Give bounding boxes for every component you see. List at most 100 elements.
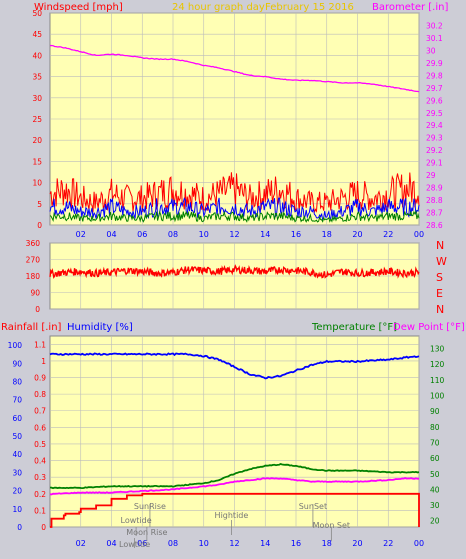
rainfall-label: Rainfall [.in] xyxy=(1,322,62,333)
series-dew-point-f xyxy=(49,477,419,496)
rainfall-tick-label: 1 xyxy=(41,357,46,366)
barometer-tick-label: 30.1 xyxy=(426,34,443,43)
wind-direction-tick-label: 0 xyxy=(35,305,40,314)
humidity-tick-label: 20 xyxy=(12,487,22,496)
barometer-tick-label: 29.9 xyxy=(426,59,443,68)
barometer-tick-label: 29.6 xyxy=(426,96,443,105)
graph-date: February 15 2016 xyxy=(265,2,354,13)
barometer-tick-label: 29.5 xyxy=(426,109,443,118)
wind-direction-tick-label: 180 xyxy=(26,272,41,281)
windspeed-tick-label: 35 xyxy=(32,73,42,82)
barometer-tick-label: 29 xyxy=(426,171,436,180)
temperature-tick-label: 100 xyxy=(430,391,445,400)
rainfall-tick-label: 0.6 xyxy=(34,423,46,432)
windspeed-tick-label: 25 xyxy=(32,115,42,124)
windspeed-tick-label: 50 xyxy=(32,9,42,18)
barometer-label: Barometer [.in] xyxy=(372,2,448,13)
rainfall-tick-label: 1.1 xyxy=(34,340,46,349)
humidity-tick-label: 90 xyxy=(12,359,22,368)
barometer-tick-label: 29.7 xyxy=(426,84,443,93)
sunrise-label: SunRise xyxy=(134,502,166,511)
temperature-tick-label: 40 xyxy=(430,485,440,494)
hour-tick-label: 12 xyxy=(229,539,239,548)
humidity-tick-label: 10 xyxy=(12,505,22,514)
hour-tick-label: 12 xyxy=(229,230,239,239)
temperature-tick-label: 120 xyxy=(430,360,445,369)
humidity-tick-label: 60 xyxy=(12,414,22,423)
hightide-label: Hightide xyxy=(215,511,249,520)
lowtide-2-label: Lowtide xyxy=(119,540,150,549)
temperature-label: Temperature [°F] xyxy=(311,322,397,333)
windspeed-tick-label: 10 xyxy=(32,179,42,188)
hour-tick-label: 04 xyxy=(106,539,116,548)
temperature-tick-label: 80 xyxy=(430,423,440,432)
hour-tick-label: 22 xyxy=(383,539,393,548)
windspeed-tick-label: 5 xyxy=(37,200,42,209)
hour-tick-label: 02 xyxy=(76,230,86,239)
barometer-tick-label: 28.9 xyxy=(426,184,443,193)
windspeed-tick-label: 20 xyxy=(32,136,42,145)
hour-tick-label: 22 xyxy=(383,230,393,239)
rain-humidity-temperature-grid xyxy=(50,336,420,528)
rain-humidity-temperature-ticks: 0 0.1 0.2 0.3 0.4 0.5 0.6 0.7 0.8 0.9 1 1.1 0 10 20 30 4… xyxy=(8,340,445,548)
hour-tick-label: 20 xyxy=(352,230,362,239)
windspeed-tick-label: 0 xyxy=(37,221,42,230)
hour-tick-label: 10 xyxy=(199,230,209,239)
barometer-tick-label: 28.8 xyxy=(426,196,443,205)
hour-tick-label: 04 xyxy=(106,230,116,239)
hour-tick-label: 02 xyxy=(76,539,86,548)
hour-tick-label: 06 xyxy=(137,539,147,548)
wind-barometer-ticks: 0 5 10 15 20 25 30 35 40 45 50 28.6 28.7 28.8 28.9 29 29… xyxy=(32,9,442,239)
dewpoint-label: Dew Point [°F] xyxy=(393,322,465,333)
series-barometer xyxy=(49,44,420,93)
rainfall-tick-label: 0.1 xyxy=(34,506,46,515)
wind-barometer-series xyxy=(49,44,420,223)
rainfall-tick-label: 0.2 xyxy=(34,490,46,499)
rainfall-tick-label: 0.5 xyxy=(34,440,46,449)
wind-dir-label-e: E xyxy=(436,287,443,300)
wind-dir-label-n-top: N xyxy=(436,239,444,252)
sunset-label: SunSet xyxy=(299,502,327,511)
hour-tick-label: 00 xyxy=(414,539,424,548)
series-wind-speed xyxy=(49,197,420,222)
moonset-label: Moon Set xyxy=(313,521,350,530)
barometer-tick-label: 30.2 xyxy=(426,21,443,30)
hour-tick-label: 14 xyxy=(260,539,270,548)
graph-title: 24 hour graph day xyxy=(172,2,265,13)
temperature-tick-label: 30 xyxy=(430,501,440,510)
rainfall-tick-label: 0.3 xyxy=(34,473,46,482)
series-wind-gust xyxy=(49,172,420,213)
barometer-tick-label: 28.7 xyxy=(426,209,443,218)
wind-dir-label-w: W xyxy=(436,255,447,268)
rainfall-tick-label: 0.9 xyxy=(34,374,46,383)
series-humidity xyxy=(49,352,420,380)
wind-dir-label-s: S xyxy=(436,271,443,284)
temperature-tick-label: 60 xyxy=(430,454,440,463)
rainfall-tick-label: 0 xyxy=(41,523,46,532)
hour-tick-label: 20 xyxy=(352,539,362,548)
event-markers: SunRise Moon Rise Lowtide Lowtide Hightide Su… xyxy=(119,502,350,549)
hour-tick-label: 18 xyxy=(322,539,332,548)
temperature-tick-label: 50 xyxy=(430,470,440,479)
temperature-tick-label: 110 xyxy=(430,376,445,385)
hour-tick-label: 16 xyxy=(291,230,301,239)
series-wind-average xyxy=(49,209,420,223)
temperature-tick-label: 70 xyxy=(430,438,440,447)
humidity-label: Humidity [%] xyxy=(67,322,133,333)
hour-tick-label: 06 xyxy=(137,230,147,239)
hour-tick-label: 10 xyxy=(199,539,209,548)
rainfall-tick-label: 0.8 xyxy=(34,390,46,399)
wind-direction-series xyxy=(49,264,420,279)
rain-humidity-temperature-series xyxy=(49,352,420,528)
humidity-tick-label: 0 xyxy=(17,523,22,532)
series-temperature-f xyxy=(49,463,420,490)
hour-tick-label: 14 xyxy=(260,230,270,239)
windspeed-label: Windspeed [mph] xyxy=(34,2,123,13)
moonrise-label: Moon Rise xyxy=(126,528,167,537)
windspeed-tick-label: 15 xyxy=(32,157,42,166)
series-wind-direction xyxy=(49,264,420,279)
windspeed-tick-label: 30 xyxy=(32,94,42,103)
barometer-tick-label: 29.1 xyxy=(426,159,443,168)
